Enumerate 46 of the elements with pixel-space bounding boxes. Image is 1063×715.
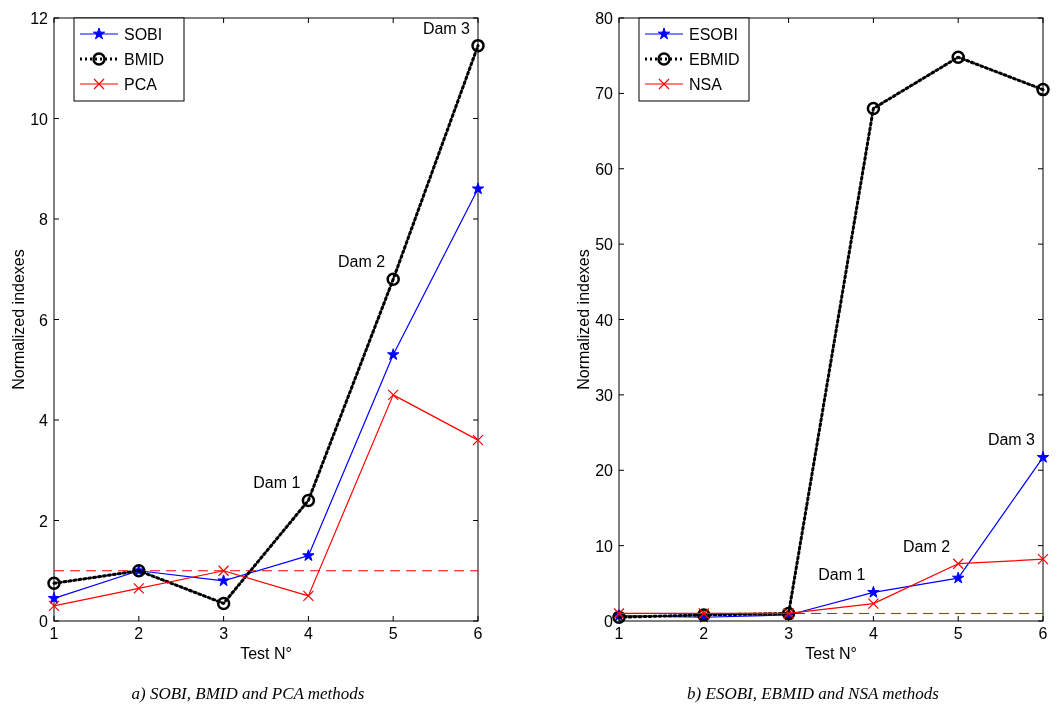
x-tick-label: 2 (699, 625, 709, 642)
legend-label: SOBI (124, 26, 163, 43)
y-tick-label: 30 (595, 386, 614, 404)
x-tick-label: 3 (219, 625, 229, 642)
y-tick-label: 70 (595, 85, 614, 103)
x-tick-label: 4 (868, 625, 878, 642)
y-tick-label: 4 (39, 412, 49, 429)
y-tick-label: 6 (39, 311, 49, 329)
y-tick-label: 20 (595, 462, 614, 480)
annotation: Dam 1 (818, 566, 866, 584)
y-tick-label: 12 (30, 10, 49, 27)
text: a) SOBI, BMID and PCA methods (131, 684, 365, 703)
x-tick-label: 4 (303, 625, 313, 642)
annotation: Dam 3 (987, 431, 1036, 449)
y-axis-title: Normalized indexes (10, 249, 27, 390)
x-tick-label: 6 (1038, 625, 1048, 642)
text: b) ESOBI, EBMID and NSA methods (687, 684, 940, 703)
y-tick-label: 50 (595, 236, 614, 254)
legend-label: PCA (124, 76, 158, 93)
y-tick-label: 10 (595, 537, 614, 555)
x-tick-label: 3 (784, 625, 794, 642)
annotation: Dam 3 (422, 19, 471, 37)
y-axis-title: Normalized indexes (575, 249, 592, 390)
y-tick-label: 0 (39, 613, 49, 630)
y-tick-label: 0 (604, 613, 614, 630)
x-tick-label: 5 (388, 625, 398, 642)
x-tick-label: 5 (953, 625, 963, 642)
x-axis-title: Test N° (240, 645, 292, 662)
x-tick-label: 1 (49, 625, 59, 642)
legend-label: EBMID (689, 51, 740, 68)
annotation: Dam 2 (338, 253, 386, 271)
x-tick-label: 2 (134, 625, 144, 642)
x-axis-title: Test N° (805, 645, 857, 662)
legend-label: NSA (689, 76, 723, 93)
x-tick-label: 6 (473, 625, 483, 642)
x-tick-label: 1 (614, 625, 624, 642)
legend-label: BMID (124, 51, 164, 68)
annotation: Dam 2 (903, 537, 951, 555)
legend-label: ESOBI (689, 26, 738, 43)
y-tick-label: 60 (595, 160, 614, 178)
y-tick-label: 2 (39, 512, 49, 530)
y-tick-label: 10 (30, 110, 49, 128)
y-tick-label: 80 (595, 10, 614, 27)
y-tick-label: 8 (39, 211, 49, 228)
annotation: Dam 1 (253, 474, 301, 492)
y-tick-label: 40 (595, 311, 614, 329)
